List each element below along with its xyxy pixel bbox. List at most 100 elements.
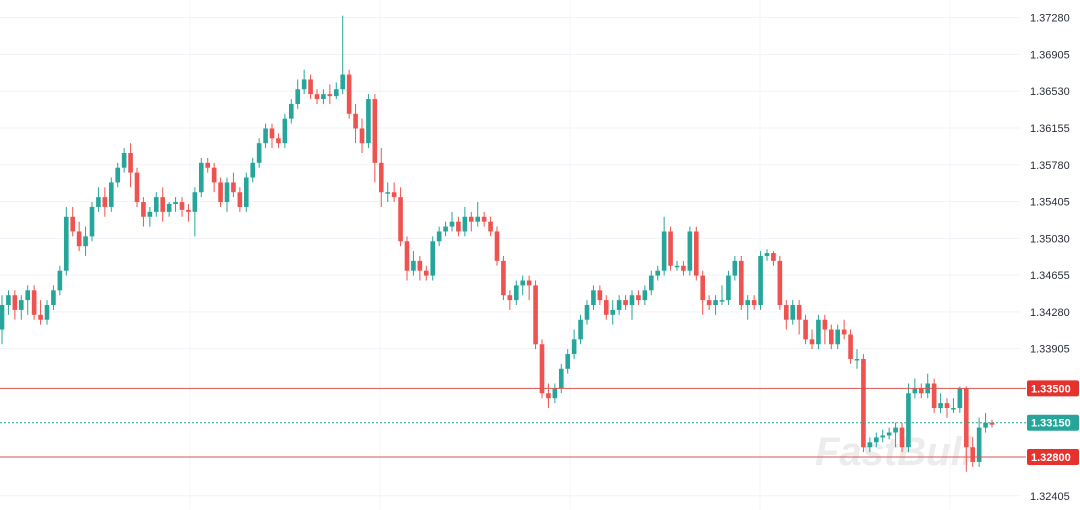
candle-body [726,275,731,301]
candle-body [121,153,127,168]
candle-body [848,334,853,359]
candle [655,265,661,281]
candle [616,295,622,315]
candle-body [25,290,31,301]
candle [276,133,281,149]
candle [790,300,796,325]
candle [153,192,159,217]
price-tag-label: 1.33150 [1031,418,1071,430]
candle [366,94,371,149]
candle [552,383,558,404]
candle [70,206,76,237]
candle-body [102,197,108,207]
candle-body [211,167,217,183]
candle [591,285,596,310]
candle [494,226,500,266]
candle [989,419,995,428]
candle-body [160,197,166,212]
candle [681,260,686,276]
candle-body [18,300,24,310]
candle [893,422,898,448]
candle-body [610,309,616,315]
candle-body [629,295,635,306]
candle-body [108,182,114,207]
candle-body [803,319,808,340]
candle [565,349,571,374]
candle-body [751,300,757,306]
candle-body [70,216,76,232]
y-tick-label: 1.32405 [1030,491,1070,503]
candle [89,202,95,242]
candle-body [989,422,995,425]
candle [282,113,288,149]
candle [578,314,583,345]
candle-body [76,231,82,247]
candle-body [552,388,558,399]
candle-body [951,408,956,410]
candle [224,177,230,212]
candle [269,123,275,149]
candle-body [276,138,281,144]
candle [96,187,101,212]
candle-body [822,319,828,330]
candle [250,157,256,183]
candle [128,143,133,188]
candle [115,162,121,188]
candle-body [359,128,365,144]
candle-body [758,255,763,306]
candle [925,373,931,399]
price-tag [1027,414,1079,431]
candle-body [205,162,211,168]
candle [976,417,982,467]
candle-body [642,290,648,301]
candle [218,177,223,207]
candle [610,300,616,325]
candle-body [423,270,429,276]
candle [346,69,352,119]
candle [861,354,866,453]
candle-body [481,216,487,222]
candle [295,79,301,109]
candle-body [828,329,834,345]
candle [141,197,146,227]
candle-body [141,202,146,217]
candle-body [886,432,892,436]
candle-body [468,216,474,222]
candle-body [321,94,326,100]
candle [301,69,307,95]
candle [430,236,436,281]
candle [906,383,911,453]
candle-body [301,79,307,90]
candle-body [893,427,898,433]
candle [12,290,18,320]
candle-body [616,300,622,310]
candle [501,255,506,301]
price-axis: 1.37280 1.36905 1.36530 1.36155 1.35780 1.354… [1030,13,1070,503]
candle-body [661,231,667,271]
candle [944,398,950,418]
candle-body [584,305,590,320]
candle [243,172,249,212]
candle-body [957,388,963,408]
candle-body [700,275,706,301]
candle [481,211,487,227]
candle-body [430,241,436,276]
candle [449,211,455,232]
candle-body [224,182,230,203]
y-tick-label: 1.34280 [1030,307,1070,319]
candle-body [565,354,571,369]
candle [372,94,378,183]
candle-body [218,182,223,203]
candle-body [250,162,256,178]
candle [51,285,56,310]
watermark-logo: FastBull [815,430,974,474]
y-tick-label: 1.37280 [1030,13,1070,25]
candle [83,226,88,256]
candle-body [475,216,481,222]
candle-body [494,231,500,261]
candle [327,84,333,104]
candle-body [501,260,506,296]
candle-body [488,221,493,232]
candle-body [353,113,358,129]
grid-lines [0,0,1020,510]
